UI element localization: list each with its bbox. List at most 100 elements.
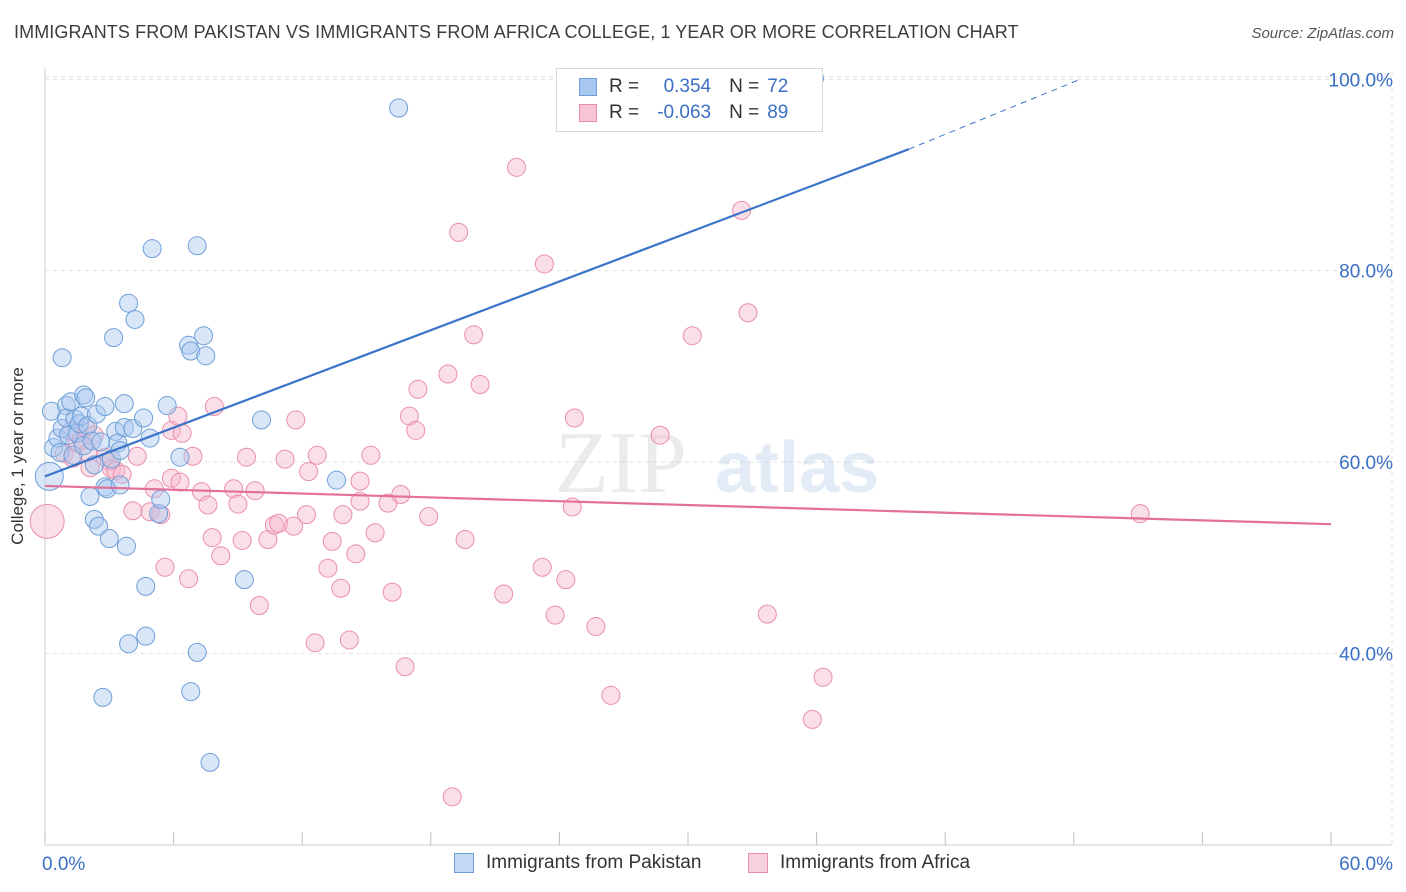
africa-point bbox=[269, 513, 289, 533]
legend-r-label: R = bbox=[609, 76, 640, 97]
africa-point bbox=[127, 446, 147, 466]
legend-n-label: N = bbox=[729, 102, 760, 123]
africa-point bbox=[586, 617, 606, 637]
grid-lines bbox=[45, 72, 1393, 845]
pakistan-point bbox=[251, 410, 271, 430]
pakistan-point bbox=[104, 328, 124, 348]
pakistan-point bbox=[71, 406, 91, 426]
legend-label-pakistan: Immigrants from Pakistan bbox=[486, 852, 702, 873]
series-legend: Immigrants from Pakistan Immigrants from… bbox=[0, 852, 1406, 876]
africa-point bbox=[564, 408, 584, 428]
africa-point bbox=[224, 479, 244, 499]
pakistan-point bbox=[89, 516, 109, 536]
africa-point bbox=[545, 605, 565, 625]
pakistan-point bbox=[116, 536, 136, 556]
africa-point bbox=[682, 326, 702, 346]
pakistan-point bbox=[48, 428, 68, 448]
africa-point bbox=[419, 507, 439, 527]
pakistan-point bbox=[181, 341, 201, 361]
pakistan-point bbox=[151, 489, 171, 509]
y-tick-label: 100.0% bbox=[1329, 70, 1394, 91]
pakistan-point bbox=[99, 529, 119, 549]
y-tick-label: 40.0% bbox=[1339, 644, 1393, 665]
pakistan-point bbox=[125, 309, 145, 329]
africa-point bbox=[438, 364, 458, 384]
africa-point bbox=[29, 503, 65, 539]
africa-point bbox=[455, 529, 475, 549]
africa-point bbox=[322, 531, 342, 551]
pakistan-point bbox=[181, 682, 201, 702]
africa-point bbox=[275, 449, 295, 469]
africa-point bbox=[813, 667, 833, 687]
africa-point bbox=[318, 558, 338, 578]
pakistan-point bbox=[136, 626, 156, 646]
legend-row-pakistan: R = 0.354 N = 72 bbox=[579, 75, 788, 99]
africa-point bbox=[442, 787, 462, 807]
africa-point bbox=[408, 379, 428, 399]
watermark: ZIP atlas bbox=[555, 415, 879, 512]
africa-point bbox=[305, 633, 325, 653]
africa-point bbox=[170, 472, 190, 492]
pakistan-point bbox=[74, 385, 94, 405]
pakistan-point bbox=[93, 687, 113, 707]
pakistan-point bbox=[140, 428, 160, 448]
source-credit: Source: ZipAtlas.com bbox=[1251, 25, 1394, 42]
africa-point bbox=[395, 657, 415, 677]
legend-n-value: 89 bbox=[767, 102, 789, 123]
legend-n-label: N = bbox=[729, 76, 760, 97]
legend-label-africa: Immigrants from Africa bbox=[780, 852, 971, 873]
africa-point bbox=[245, 481, 265, 501]
africa-point bbox=[382, 582, 402, 602]
africa-point bbox=[284, 516, 304, 536]
africa-point bbox=[406, 420, 426, 440]
africa-point bbox=[399, 406, 419, 426]
axes bbox=[44, 68, 1392, 846]
africa-point bbox=[494, 584, 514, 604]
x-tick-label: 60.0% bbox=[1339, 854, 1393, 875]
y-tick-label: 80.0% bbox=[1339, 262, 1393, 283]
pakistan-points bbox=[34, 68, 824, 772]
pakistan-point bbox=[200, 752, 220, 772]
watermark-zip: ZIP bbox=[555, 415, 687, 512]
pakistan-trend-line bbox=[44, 148, 910, 478]
pakistan-point bbox=[170, 447, 190, 467]
africa-point bbox=[534, 254, 554, 274]
pakistan-point bbox=[187, 236, 207, 256]
legend-item-africa[interactable]: Immigrants from Africa bbox=[748, 852, 970, 874]
legend-item-pakistan[interactable]: Immigrants from Pakistan bbox=[454, 852, 701, 874]
pakistan-point bbox=[52, 348, 72, 368]
africa-point bbox=[232, 530, 252, 550]
africa-point bbox=[198, 495, 218, 515]
pakistan-point bbox=[157, 396, 177, 416]
legend-r-label: R = bbox=[609, 102, 640, 123]
pakistan-point bbox=[136, 576, 156, 596]
pakistan-point bbox=[149, 504, 169, 524]
legend-swatch-pink bbox=[579, 104, 597, 122]
y-tick-label: 60.0% bbox=[1339, 453, 1393, 474]
legend-swatch-africa bbox=[748, 853, 768, 873]
africa-point bbox=[211, 546, 231, 566]
africa-point bbox=[236, 447, 256, 467]
legend-swatch-blue bbox=[579, 78, 597, 96]
africa-point bbox=[179, 569, 199, 589]
pakistan-point bbox=[119, 293, 139, 313]
pakistan-point bbox=[63, 445, 83, 465]
tick-labels: 40.0% 60.0% 80.0% 100.0% 0.0% 60.0% bbox=[42, 70, 1393, 875]
africa-point bbox=[738, 303, 758, 323]
pakistan-point bbox=[95, 397, 115, 417]
correlation-legend: R = 0.354 N = 72 R = -0.063 N = 89 bbox=[556, 68, 823, 132]
africa-point bbox=[650, 425, 670, 445]
pakistan-point bbox=[326, 470, 346, 490]
africa-point bbox=[350, 471, 370, 491]
africa-point bbox=[331, 578, 351, 598]
pakistan-trend-extension bbox=[908, 78, 1081, 150]
pakistan-point bbox=[134, 408, 154, 428]
africa-point bbox=[470, 375, 490, 395]
pakistan-point bbox=[389, 98, 409, 118]
africa-trend-line bbox=[44, 484, 1332, 526]
africa-point bbox=[339, 630, 359, 650]
africa-point bbox=[258, 529, 278, 549]
pakistan-point bbox=[194, 326, 214, 346]
africa-point bbox=[299, 462, 319, 482]
